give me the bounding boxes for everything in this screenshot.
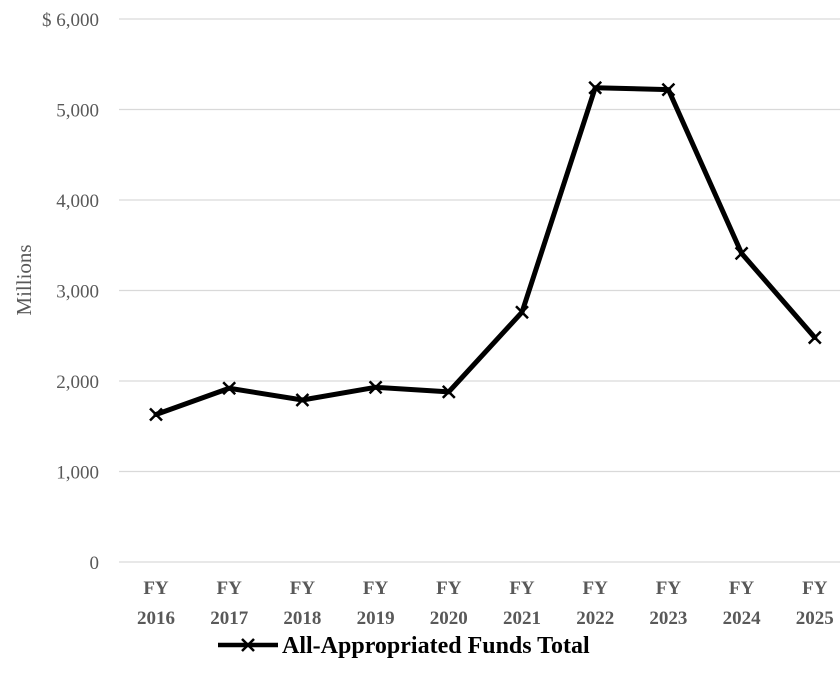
data-point-marker [222, 381, 237, 396]
legend-marker-icon [241, 638, 255, 652]
data-point-marker [588, 80, 603, 95]
data-point-marker [441, 384, 456, 399]
y-axis-tick-labels: 0 1,000 2,000 3,000 4,000 5,000 $ 6,000 [42, 10, 99, 574]
x-tick-label: FY 2016 [137, 578, 175, 629]
y-tick-label: 0 [90, 553, 100, 574]
data-point-marker [149, 407, 163, 422]
series-line-group [149, 80, 822, 422]
x-tick-label: FY 2022 [576, 578, 614, 629]
x-tick-label: FY 2020 [430, 578, 468, 629]
x-tick-label: FY 2018 [283, 578, 321, 629]
y-tick-label: 5,000 [56, 101, 99, 122]
gridlines [119, 18, 840, 563]
y-tick-label: $ 6,000 [42, 10, 99, 31]
y-tick-label: 2,000 [56, 372, 99, 393]
x-tick-label: FY 2021 [503, 578, 541, 629]
data-point-marker [295, 393, 310, 407]
x-tick-label: FY 2025 [796, 578, 834, 629]
data-point-marker [807, 330, 822, 345]
y-tick-label: 1,000 [56, 463, 99, 484]
x-tick-label: FY 2023 [649, 578, 687, 629]
y-axis-title: Millions [12, 244, 36, 315]
x-tick-label: FY 2017 [210, 578, 249, 629]
x-tick-label: FY 2019 [357, 578, 395, 629]
series-line [153, 85, 818, 417]
data-point-marker [734, 246, 749, 261]
data-point-marker [368, 380, 383, 395]
legend-label: All-Appropriated Funds Total [282, 633, 590, 659]
y-tick-label: 4,000 [56, 191, 99, 212]
data-point-marker [661, 82, 676, 97]
data-point-marker [515, 305, 529, 320]
x-axis-tick-labels: FY 2016 FY 2017 FY 2018 FY 2019 FY 2020 FY 2021 FY 20… [137, 578, 834, 629]
x-tick-label: FY 2024 [723, 578, 762, 629]
legend: All-Appropriated Funds Total [218, 633, 590, 659]
y-tick-label: 3,000 [56, 282, 99, 303]
